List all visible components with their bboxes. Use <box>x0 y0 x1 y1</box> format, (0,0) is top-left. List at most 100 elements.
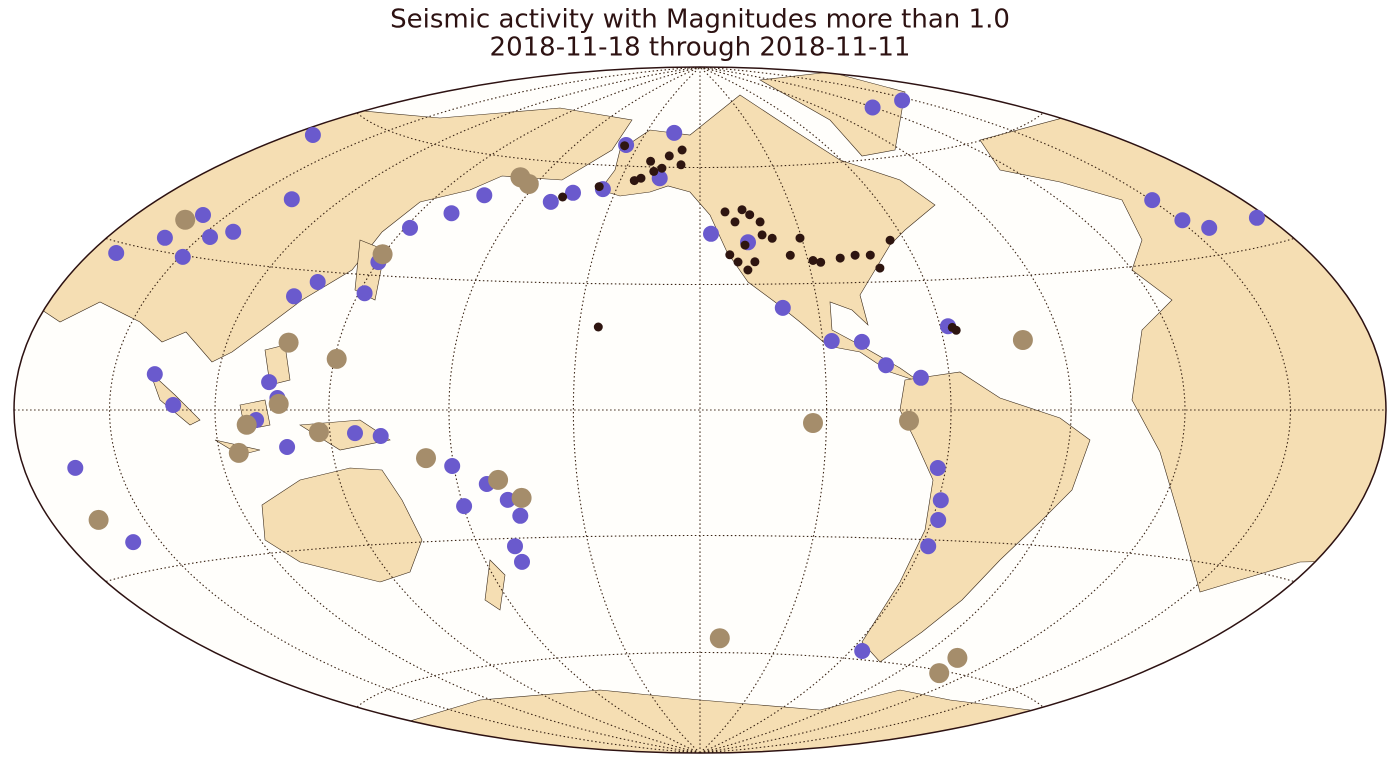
quake-point <box>175 209 196 230</box>
quake-point <box>720 207 730 217</box>
quake-point <box>912 369 929 386</box>
quake-point <box>593 322 603 332</box>
map-border <box>13 66 1387 754</box>
quake-point <box>835 253 845 263</box>
quake-point <box>443 205 460 222</box>
quake-point <box>146 366 163 383</box>
quake-point <box>864 99 881 116</box>
meridian <box>699 67 1186 753</box>
graticule <box>14 67 1386 753</box>
quake-point <box>920 538 937 555</box>
quake-point <box>278 332 299 353</box>
meridian <box>108 67 701 753</box>
quake-point <box>737 205 747 215</box>
quake-point <box>372 244 393 265</box>
parallel <box>356 112 1044 169</box>
quake-point <box>202 229 218 245</box>
quake-point <box>947 647 968 668</box>
quake-point <box>730 217 740 227</box>
quake-point <box>677 145 687 155</box>
quake-point <box>629 176 639 186</box>
quake-point <box>347 425 363 442</box>
quake-point <box>488 469 509 490</box>
quake-point <box>507 538 523 555</box>
quake-point <box>518 174 539 194</box>
quake-point <box>304 127 321 143</box>
quake-point <box>767 233 777 243</box>
quake-point <box>854 643 871 659</box>
quake-point <box>894 92 911 109</box>
quake-point <box>125 534 142 551</box>
quake-point <box>402 219 418 236</box>
quake-point <box>372 428 389 444</box>
quake-point <box>740 240 750 250</box>
quake-point <box>878 357 894 374</box>
quake-points <box>67 92 1265 684</box>
meridian <box>699 67 952 753</box>
quake-point <box>750 257 760 267</box>
quake-point <box>356 285 373 302</box>
quake-point <box>899 410 919 431</box>
quake-point <box>511 487 532 508</box>
quake-point <box>512 507 529 524</box>
quake-point <box>785 250 795 260</box>
quake-point <box>156 229 173 246</box>
meridian <box>699 67 1292 753</box>
quake-point <box>236 414 257 435</box>
quake-point <box>755 217 765 227</box>
quake-point <box>853 333 870 350</box>
quake-point <box>476 187 493 204</box>
quake-point <box>725 250 735 260</box>
quake-point <box>309 274 326 290</box>
quake-point <box>165 397 182 413</box>
quake-point <box>664 151 674 161</box>
quake-point <box>1174 212 1191 229</box>
quake-point <box>283 191 300 208</box>
chart-subtitle: 2018-11-18 through 2018-11-11 <box>490 33 911 63</box>
quake-point <box>865 250 875 260</box>
islands <box>149 239 391 456</box>
australia <box>261 467 506 611</box>
parallel <box>356 651 1044 708</box>
quake-point <box>444 458 461 474</box>
quake-point <box>733 257 743 267</box>
quake-point <box>594 182 604 192</box>
quake-point <box>88 509 109 530</box>
quake-point <box>930 512 947 528</box>
quake-point <box>666 124 683 141</box>
quake-point <box>646 156 656 166</box>
quake-point <box>268 393 289 414</box>
quake-point <box>225 223 242 240</box>
quake-point <box>657 163 667 173</box>
quake-point <box>885 235 895 245</box>
quake-point <box>850 250 860 260</box>
parallel <box>105 237 1295 286</box>
quake-point <box>279 439 296 455</box>
quake-point <box>816 257 826 267</box>
quake-point <box>709 628 730 649</box>
quake-point <box>929 663 950 684</box>
quake-point <box>875 263 885 273</box>
quake-point <box>1012 330 1033 350</box>
quake-point <box>649 166 659 176</box>
quake-point <box>795 233 805 243</box>
quake-point <box>195 207 211 223</box>
meridian <box>448 67 701 753</box>
quake-point <box>108 245 125 261</box>
quake-point <box>286 288 302 305</box>
chart-title: Seismic activity with Magnitudes more th… <box>390 5 1010 35</box>
quake-point <box>565 184 581 201</box>
quake-point <box>620 141 630 151</box>
quake-point <box>326 348 347 369</box>
south-america <box>861 371 1091 663</box>
quake-point <box>929 460 946 476</box>
quake-point <box>951 325 961 335</box>
quake-point <box>1248 209 1265 226</box>
quake-point <box>823 333 840 349</box>
quake-point <box>499 491 516 508</box>
quake-point <box>743 265 753 275</box>
parallel <box>105 534 1295 583</box>
quake-point <box>676 160 686 170</box>
quake-point <box>558 192 568 202</box>
quake-point <box>416 448 436 469</box>
